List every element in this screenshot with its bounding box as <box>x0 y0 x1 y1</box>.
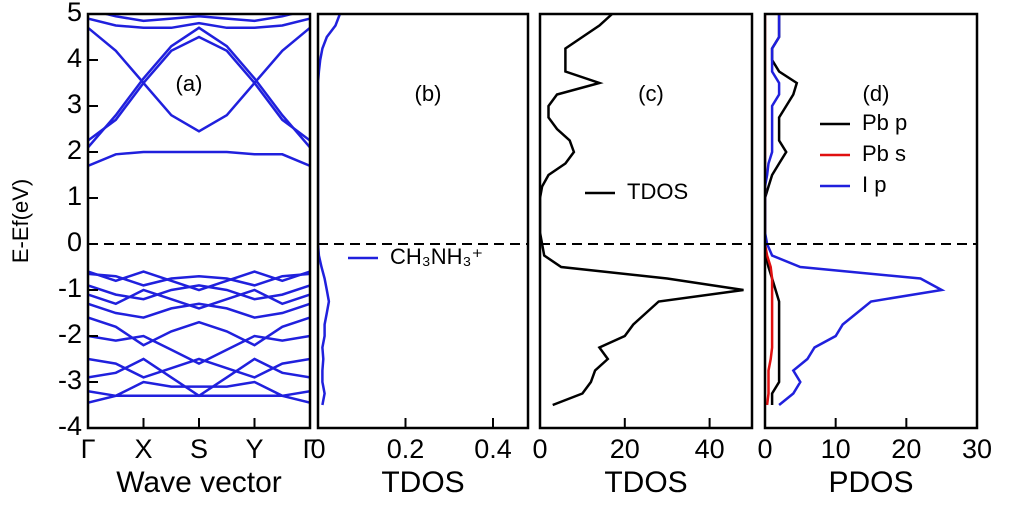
x-axis-label: TDOS <box>604 466 687 499</box>
x-tick-label: 10 <box>821 434 851 464</box>
legend-label: TDOS <box>627 179 688 204</box>
band-line <box>88 81 310 142</box>
plot-area <box>318 14 342 406</box>
y-tick-label: 1 <box>67 181 82 211</box>
y-tick-label: 4 <box>67 43 82 73</box>
dos-line <box>318 14 342 406</box>
frame <box>538 12 754 430</box>
x-axis-label: Wave vector <box>116 466 282 499</box>
band-line <box>88 272 310 287</box>
y-tick-label: -3 <box>58 365 82 395</box>
y-tick-label: -2 <box>58 319 82 349</box>
panel-label: (a) <box>176 71 203 96</box>
dos-line <box>540 14 744 407</box>
band-line <box>88 150 310 167</box>
y-tick-label: -4 <box>58 411 82 441</box>
band-line <box>101 14 297 23</box>
x-tick-label: 0.2 <box>387 434 425 464</box>
x-axis-label: PDOS <box>828 466 913 499</box>
y-tick-label: 5 <box>67 0 82 27</box>
x-tick-label: 0.4 <box>474 434 512 464</box>
x-tick-label: 0 <box>757 434 772 464</box>
band-line <box>88 288 310 310</box>
panel-label: (c) <box>638 81 664 106</box>
plot-area <box>88 14 310 404</box>
y-tick-label: 0 <box>67 227 82 257</box>
panel-label: (b) <box>415 81 442 106</box>
panel-label: (d) <box>863 81 890 106</box>
x-tick-label: Γ <box>81 434 96 464</box>
frame <box>316 12 530 430</box>
x-tick-label: 20 <box>610 434 640 464</box>
y-axis-label: E-Ef(eV) <box>8 179 33 263</box>
x-tick-label: 30 <box>962 434 992 464</box>
band-line <box>88 357 310 379</box>
x-tick-label: S <box>190 434 208 464</box>
x-tick-label: 20 <box>891 434 921 464</box>
x-axis-label: TDOS <box>381 466 464 499</box>
legend-label: CH₃NH₃⁺ <box>390 244 483 269</box>
band-line <box>88 302 310 319</box>
x-tick-label: Γ <box>303 434 318 464</box>
legend-label: Pb p <box>862 110 907 135</box>
band-line <box>88 316 310 347</box>
band-line <box>88 17 310 30</box>
band-line <box>88 284 310 301</box>
x-tick-label: Y <box>245 434 263 464</box>
frame <box>763 12 979 430</box>
y-tick-label: 2 <box>67 135 82 165</box>
dos-line <box>765 14 774 406</box>
plot-area <box>540 14 744 407</box>
plot-area <box>765 14 946 406</box>
band-line <box>88 334 310 365</box>
band-line <box>88 380 310 404</box>
band-line <box>88 26 310 85</box>
legend-label: Pb s <box>862 141 906 166</box>
dos-line <box>765 14 799 405</box>
band-line <box>88 389 310 398</box>
y-tick-label: 3 <box>67 89 82 119</box>
band-line <box>88 26 310 149</box>
band-line <box>88 270 310 292</box>
frame <box>86 12 312 430</box>
x-tick-label: 0 <box>532 434 547 464</box>
x-tick-label: X <box>134 434 152 464</box>
x-tick-label: 0 <box>310 434 325 464</box>
y-tick-label: -1 <box>58 273 82 303</box>
dos-line <box>765 14 946 406</box>
legend-label: I p <box>862 172 886 197</box>
x-tick-label: 40 <box>695 434 725 464</box>
